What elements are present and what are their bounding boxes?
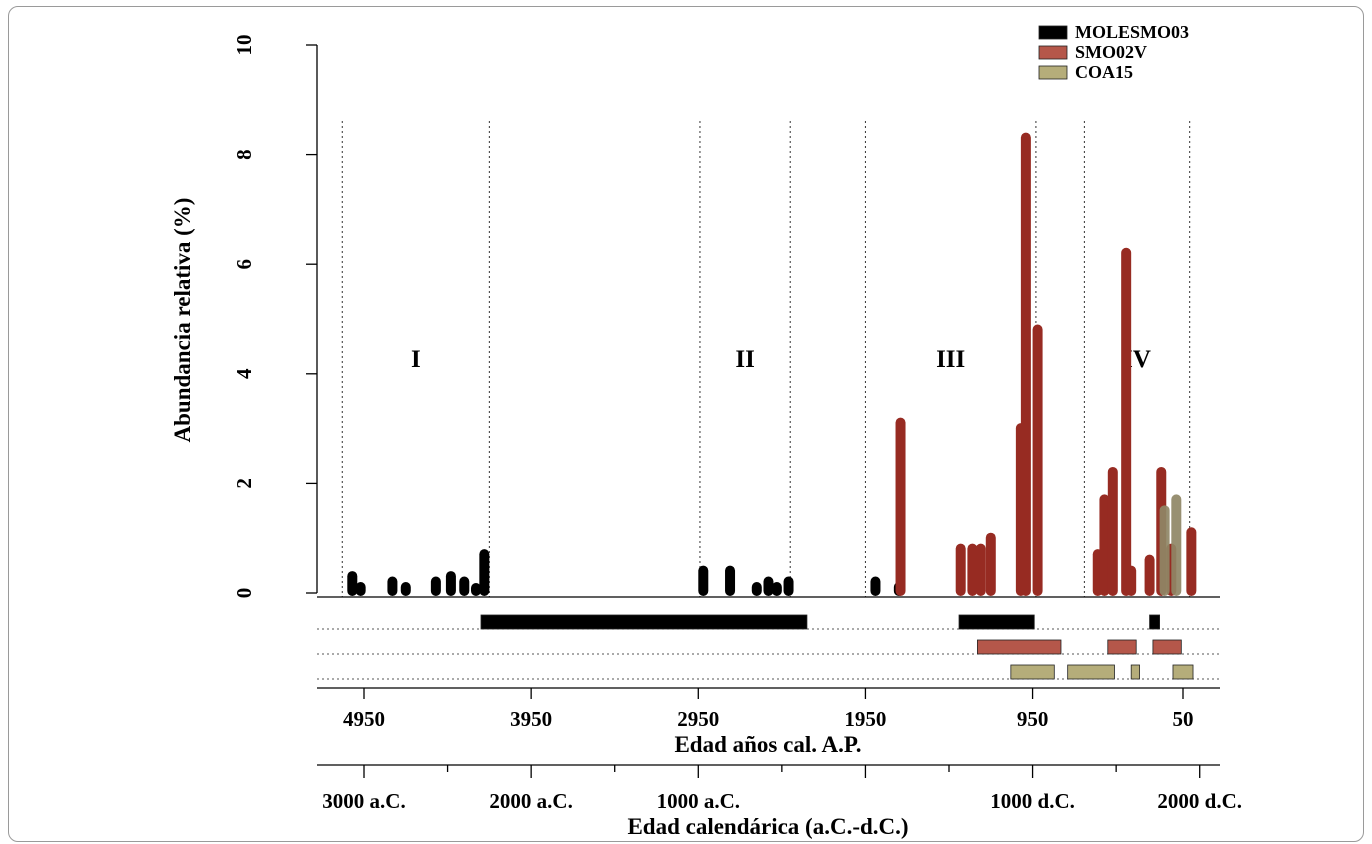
bp-axis-title: Edad años cal. A.P.	[674, 732, 861, 757]
legend-swatch	[1038, 25, 1068, 40]
age-range-strips	[317, 614, 1220, 680]
bar	[355, 582, 366, 596]
bar	[1126, 565, 1137, 596]
bp-tick-label: 1950	[844, 707, 886, 731]
bar	[479, 549, 490, 596]
bar	[870, 576, 881, 596]
calendar-tick-label: 3000 a.C.	[322, 789, 405, 813]
zone-label: I	[411, 346, 421, 373]
legend-swatch	[1038, 45, 1068, 60]
age-range-bar	[1130, 664, 1140, 680]
bar	[967, 543, 978, 596]
bp-tick-label: 2950	[677, 707, 719, 731]
age-range-bar	[480, 614, 808, 630]
age-range-bar	[958, 614, 1035, 630]
bar	[347, 571, 358, 596]
bar	[1144, 554, 1155, 596]
y-axis-title: Abundancia relativa (%)	[170, 198, 195, 443]
age-range-bar	[1010, 664, 1055, 680]
bp-tick-label: 4950	[343, 707, 385, 731]
bar	[430, 576, 441, 596]
bar	[387, 576, 398, 596]
age-range-bar	[1067, 664, 1115, 680]
bar	[459, 576, 470, 596]
legend-label: SMO02V	[1075, 42, 1147, 62]
calendar-axis-title: Edad calendárica (a.C.-d.C.)	[627, 814, 908, 839]
bar	[985, 532, 996, 596]
bar-series	[347, 132, 1197, 596]
bar	[725, 565, 736, 596]
bar	[975, 543, 986, 596]
bar	[783, 576, 794, 596]
y-tick-label: 6	[232, 259, 256, 270]
bar	[445, 571, 456, 596]
zone-boundary-lines	[341, 121, 1191, 597]
bar	[1099, 494, 1110, 596]
age-range-bar	[1152, 639, 1182, 655]
bar	[1032, 324, 1043, 596]
age-range-bar	[977, 639, 1062, 655]
bar	[955, 543, 966, 596]
y-tick-label: 2	[232, 478, 256, 489]
bar	[1107, 466, 1118, 596]
y-tick-label: 4	[232, 368, 256, 379]
age-range-bar	[1172, 664, 1194, 680]
bp-tick-label: 3950	[510, 707, 552, 731]
calendar-tick-label: 1000 d.C.	[990, 789, 1075, 813]
bar	[470, 583, 481, 596]
legend-swatch	[1038, 65, 1068, 80]
bar	[1186, 527, 1197, 596]
calendar-tick-label: 2000 d.C.	[1157, 789, 1242, 813]
bar	[698, 565, 709, 596]
zone-label: II	[735, 346, 754, 373]
chart-frame	[8, 6, 1364, 842]
bp-tick-label: 950	[1017, 707, 1049, 731]
bar	[751, 582, 762, 596]
calendar-tick-label: 2000 a.C.	[489, 789, 572, 813]
bar	[1159, 505, 1170, 596]
bar	[1020, 132, 1031, 596]
legend-label: MOLESMO03	[1075, 22, 1189, 42]
y-tick-label: 10	[232, 35, 256, 56]
bar	[1171, 494, 1182, 596]
calendar-tick-label: 1000 a.C.	[657, 789, 740, 813]
bar	[771, 582, 782, 596]
age-range-bar	[1107, 639, 1137, 655]
calendar-axis-ticks: 3000 a.C. 2000 a.C. 1000 a.C. 1000 d.C. 2000…	[322, 765, 1242, 813]
y-axis-ticks: 0 2 4 6 8 10	[232, 35, 317, 599]
y-tick-label: 8	[232, 149, 256, 160]
legend-label: COA15	[1075, 62, 1133, 82]
bar	[1121, 247, 1132, 596]
bar	[763, 576, 774, 596]
zone-label: III	[936, 346, 965, 373]
bar	[895, 417, 906, 596]
bp-tick-label: 50	[1173, 707, 1194, 731]
bp-axis-ticks: 4950 3950 2950 1950 950 50	[343, 688, 1194, 731]
bar	[400, 582, 411, 596]
age-range-bar	[1149, 614, 1160, 630]
y-tick-label: 0	[232, 588, 256, 599]
